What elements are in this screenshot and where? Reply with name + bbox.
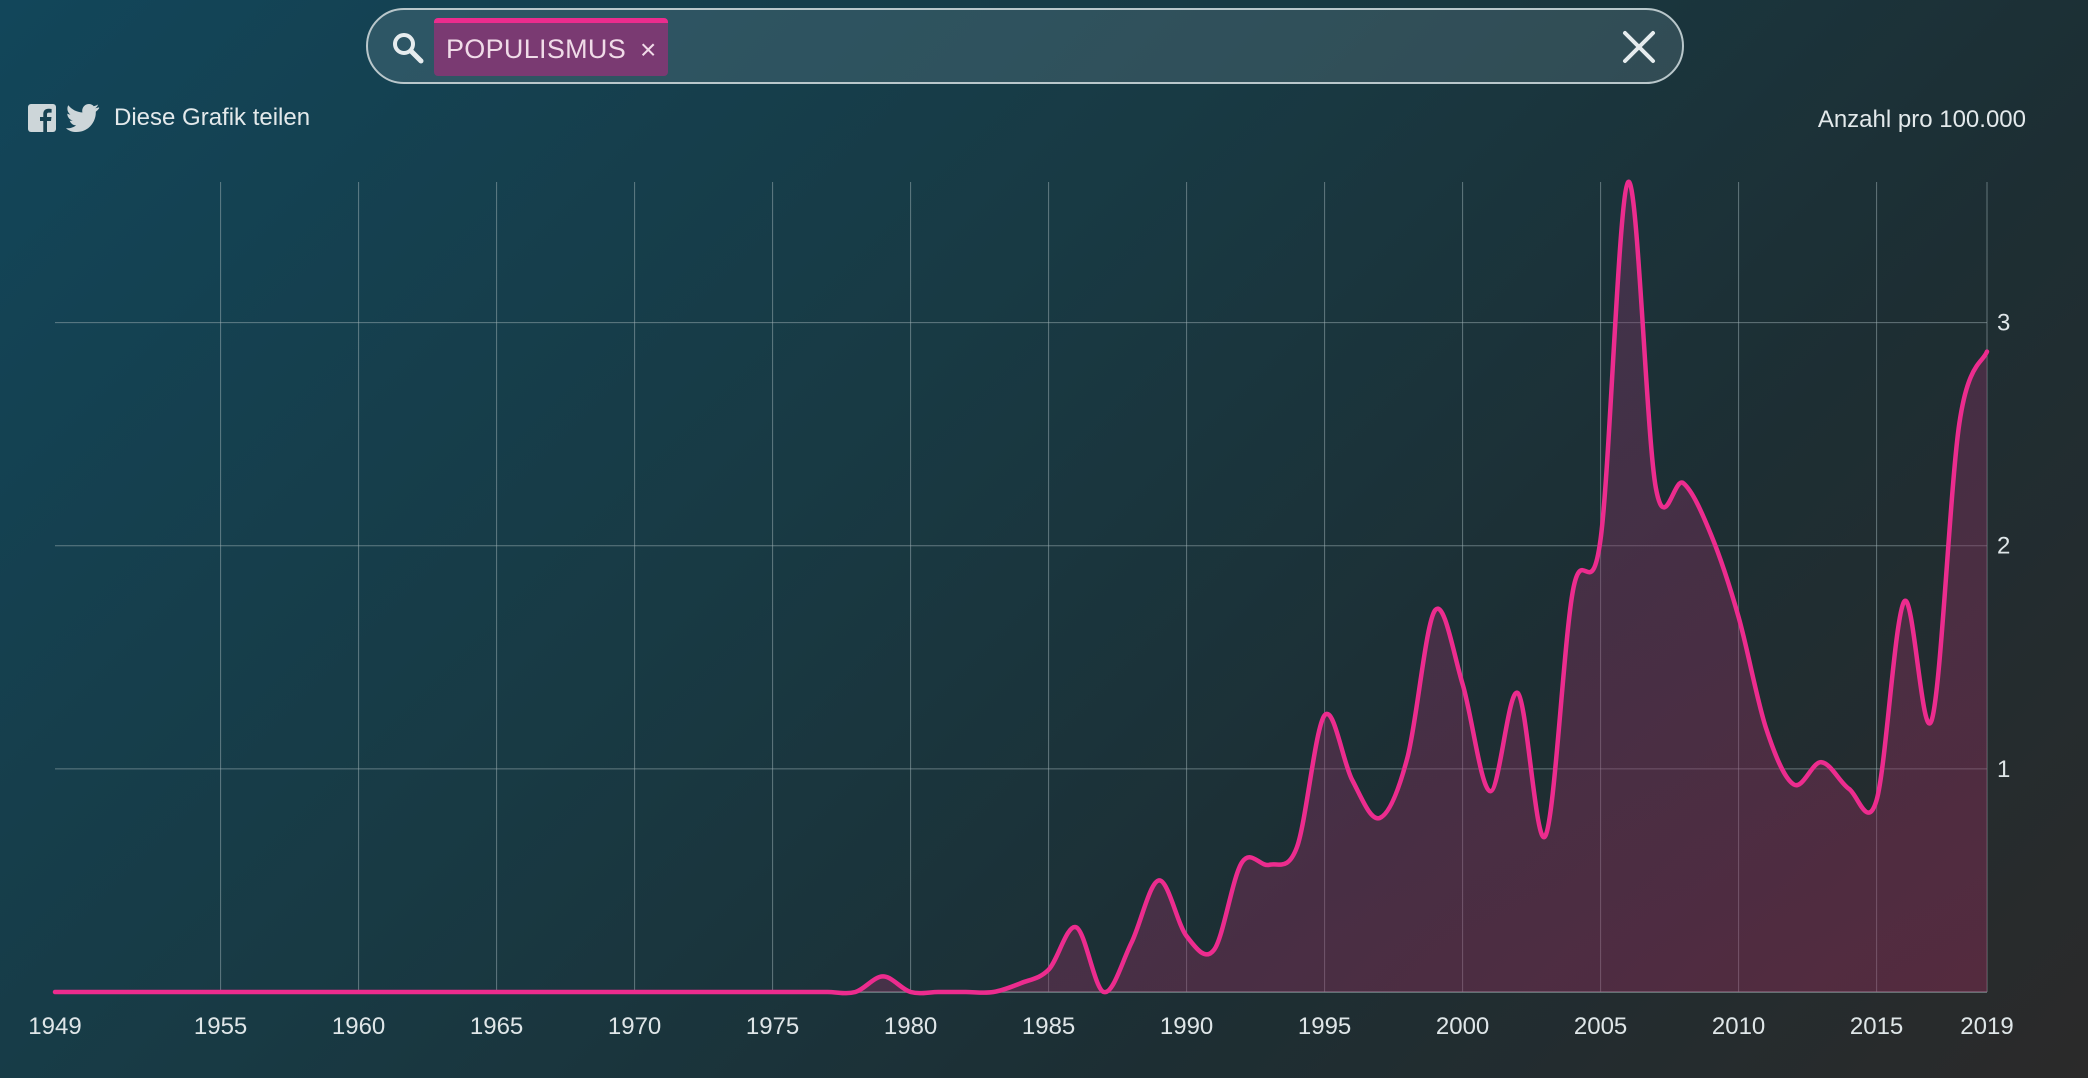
x-tick-label-1949: 1949 — [28, 1013, 81, 1040]
chart-area-layer — [55, 181, 1987, 994]
y-tick-label-2: 2 — [1997, 533, 2010, 560]
series-area-populismus — [55, 181, 1987, 994]
search-bar[interactable]: POPULISMUS × — [366, 8, 1684, 84]
x-tick-label-1990: 1990 — [1160, 1013, 1213, 1040]
y-axis-unit-label: Anzahl pro 100.000 — [1817, 106, 2026, 133]
search-icon[interactable] — [390, 30, 426, 66]
x-tick-label-1975: 1975 — [746, 1013, 799, 1040]
x-tick-label-1995: 1995 — [1298, 1013, 1351, 1040]
x-tick-label-2005: 2005 — [1574, 1013, 1627, 1040]
x-tick-label-2010: 2010 — [1712, 1013, 1765, 1040]
x-tick-label-1980: 1980 — [884, 1013, 937, 1040]
chart-line-layer — [52, 179, 1990, 996]
close-icon[interactable] — [1620, 28, 1658, 66]
x-axis-ticks: 1949 1955 1960 1965 1970 1975 1980 1985 1990 1995… — [28, 1013, 2013, 1040]
x-tick-label-2015: 2015 — [1850, 1013, 1903, 1040]
x-tick-label-1970: 1970 — [608, 1013, 661, 1040]
search-tag[interactable]: POPULISMUS × — [434, 18, 669, 76]
y-tick-label-1: 1 — [1997, 756, 2010, 783]
x-tick-label-1955: 1955 — [194, 1013, 247, 1040]
x-tick-label-1960: 1960 — [332, 1013, 385, 1040]
x-tick-label-1965: 1965 — [470, 1013, 523, 1040]
series-line-populismus — [52, 179, 1990, 996]
tag-remove-icon[interactable]: × — [640, 33, 657, 65]
twitter-icon[interactable] — [66, 104, 100, 132]
share-bar: Diese Grafik teilen — [28, 104, 310, 132]
y-tick-label-3: 3 — [1997, 310, 2010, 337]
x-tick-label-2000: 2000 — [1436, 1013, 1489, 1040]
facebook-icon[interactable] — [28, 104, 56, 132]
y-axis-ticks: 1 2 3 — [1997, 310, 2010, 783]
share-label: Diese Grafik teilen — [114, 104, 311, 131]
search-tag-label: POPULISMUS — [446, 34, 627, 64]
x-tick-label-1985: 1985 — [1022, 1013, 1075, 1040]
x-tick-label-2019: 2019 — [1960, 1013, 2013, 1040]
